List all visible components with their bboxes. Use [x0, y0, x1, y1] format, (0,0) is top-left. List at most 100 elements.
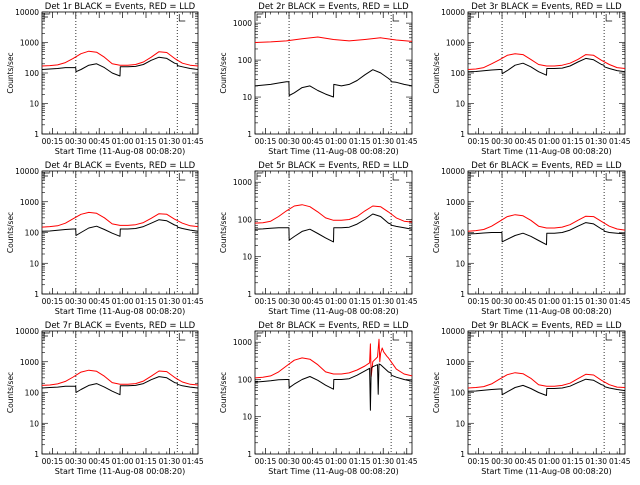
x-axis-label: Start Time (11-Aug-08 00:08:20) [55, 307, 186, 316]
panel-title: Det 3r BLACK = Events, RED = LLD [471, 2, 622, 12]
lld-series-line [467, 214, 626, 232]
x-tick-label: 01:00 [538, 457, 560, 466]
x-tick-label: 01:45 [396, 457, 418, 466]
panel-7: Det 7r BLACK = Events, RED = LLD 1 10 100 10… [6, 321, 204, 476]
events-series-line [41, 219, 199, 237]
x-tick-label: 01:15 [349, 137, 371, 146]
y-tick-label: 100 [238, 56, 253, 65]
x-tick-label: 01:00 [538, 137, 560, 146]
y-tick-label: 1000 [20, 358, 39, 367]
panel-3: Det 3r BLACK = Events, RED = LLD 1 10 100 10… [432, 2, 631, 156]
x-tick-label: 00:45 [515, 457, 537, 466]
y-tick-label: 10000 [15, 167, 39, 176]
y-axis-label: Counts/sec [432, 212, 441, 253]
x-tick-label: 01:45 [396, 137, 418, 146]
x-tick-label: 01:30 [585, 457, 607, 466]
x-tick-label: 01:45 [609, 137, 631, 146]
lld-series-line [254, 204, 413, 224]
panel-title: Det 9r BLACK = Events, RED = LLD [471, 321, 622, 331]
panel-title: Det 2r BLACK = Events, RED = LLD [258, 2, 409, 12]
y-tick-label: 100 [451, 69, 466, 78]
x-axis-label: Start Time (11-Aug-08 00:08:20) [481, 467, 612, 476]
events-series-line [467, 222, 626, 246]
lld-series-line [41, 211, 199, 228]
corner-marker [256, 172, 262, 180]
corner-marker [178, 333, 186, 341]
x-tick-label: 00:45 [515, 137, 537, 146]
y-tick-label: 1 [34, 290, 39, 299]
plot-frame [254, 330, 413, 455]
x-tick-label: 00:30 [278, 137, 300, 146]
y-tick-label: 1000 [20, 198, 39, 207]
x-tick-label: 01:15 [562, 297, 584, 306]
y-axis-label: Counts/sec [219, 212, 228, 253]
y-tick-label: 100 [238, 215, 253, 224]
corner-marker [392, 333, 400, 341]
x-tick-label: 00:15 [468, 297, 490, 306]
y-axis-label: Counts/sec [219, 52, 228, 93]
panel-2: Det 2r BLACK = Events, RED = LLD 1 10 100 10… [219, 2, 418, 156]
x-tick-label: 01:30 [159, 137, 181, 146]
y-tick-label: 1000 [233, 178, 252, 187]
corner-marker [43, 172, 49, 180]
y-tick-label: 1 [247, 130, 252, 139]
x-tick-label: 00:30 [491, 457, 513, 466]
y-tick-label: 1 [460, 290, 465, 299]
x-tick-label: 00:45 [302, 297, 324, 306]
panel-title: Det 5r BLACK = Events, RED = LLD [258, 161, 409, 171]
panel-8: Det 8r BLACK = Events, RED = LLD 1 10 100 10… [219, 321, 418, 476]
x-tick-label: 01:00 [112, 137, 134, 146]
corner-marker [43, 13, 49, 21]
lld-series-line [41, 369, 199, 386]
events-series-line [254, 69, 413, 98]
events-series-line [467, 378, 626, 396]
x-tick-label: 01:30 [585, 297, 607, 306]
y-axis-label: Counts/sec [219, 372, 228, 413]
panel-5: Det 5r BLACK = Events, RED = LLD 1 10 100 10… [219, 161, 418, 316]
y-tick-label: 1000 [233, 338, 252, 347]
y-tick-label: 100 [451, 229, 466, 238]
y-tick-label: 10 [455, 259, 465, 268]
plot-frame [254, 11, 413, 135]
lld-series-line [254, 36, 413, 43]
y-axis-label: Counts/sec [6, 212, 15, 253]
x-tick-label: 00:30 [65, 457, 87, 466]
panel-1: Det 1r BLACK = Events, RED = LLD 1 10 100 10… [6, 2, 204, 156]
corner-marker [178, 14, 186, 22]
y-tick-label: 10000 [15, 8, 39, 17]
corner-marker [469, 172, 475, 180]
x-tick-label: 01:00 [325, 457, 347, 466]
y-tick-label: 10 [242, 93, 252, 102]
y-tick-label: 10000 [441, 167, 465, 176]
x-tick-label: 00:45 [88, 137, 110, 146]
y-tick-label: 10000 [441, 8, 465, 17]
x-tick-label: 00:45 [515, 297, 537, 306]
lld-series-line [467, 372, 626, 389]
y-axis-label: Counts/sec [6, 372, 15, 413]
x-tick-label: 01:30 [159, 457, 181, 466]
x-tick-label: 01:45 [182, 457, 204, 466]
panel-title: Det 8r BLACK = Events, RED = LLD [258, 321, 409, 331]
x-tick-label: 01:00 [538, 297, 560, 306]
y-tick-label: 10 [29, 419, 39, 428]
y-tick-label: 1000 [446, 198, 465, 207]
lld-series-line [467, 53, 626, 70]
y-tick-label: 1 [460, 130, 465, 139]
x-tick-label: 01:30 [372, 457, 394, 466]
events-series-line [41, 376, 199, 396]
x-tick-label: 00:30 [65, 297, 87, 306]
y-tick-label: 1 [460, 450, 465, 459]
x-axis-label: Start Time (11-Aug-08 00:08:20) [481, 307, 612, 316]
y-tick-label: 100 [238, 375, 253, 384]
y-axis-label: Counts/sec [432, 372, 441, 413]
y-tick-label: 10000 [15, 327, 39, 336]
x-tick-label: 01:15 [135, 457, 157, 466]
y-tick-label: 10 [29, 259, 39, 268]
y-tick-label: 100 [25, 389, 40, 398]
corner-marker [392, 14, 400, 22]
x-tick-label: 01:15 [135, 297, 157, 306]
lld-series-line [41, 50, 199, 67]
x-tick-label: 01:45 [396, 297, 418, 306]
